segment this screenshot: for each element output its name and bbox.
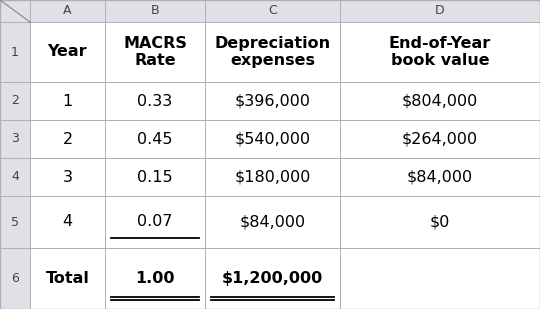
Bar: [105, 120, 205, 158]
Text: 0.45: 0.45: [137, 132, 173, 146]
Bar: [105, 82, 205, 120]
Text: 0.07: 0.07: [137, 214, 173, 230]
Text: 2: 2: [63, 132, 72, 146]
Bar: [205, 158, 340, 196]
Text: $264,000: $264,000: [402, 132, 478, 146]
Text: $180,000: $180,000: [234, 170, 310, 184]
Text: MACRS
Rate: MACRS Rate: [123, 36, 187, 68]
Bar: [30, 158, 105, 196]
Text: C: C: [268, 5, 277, 18]
Bar: [30, 0, 105, 22]
Bar: [0, 196, 30, 248]
Text: $396,000: $396,000: [234, 94, 310, 108]
Bar: [0, 158, 30, 196]
Bar: [30, 248, 105, 309]
Text: A: A: [63, 5, 72, 18]
Bar: [105, 0, 205, 22]
Text: 1: 1: [63, 94, 72, 108]
Text: 4: 4: [11, 171, 19, 184]
Text: 6: 6: [11, 272, 19, 285]
Text: Total: Total: [45, 271, 90, 286]
Text: $84,000: $84,000: [407, 170, 473, 184]
Bar: [0, 120, 30, 158]
Text: 3: 3: [11, 133, 19, 146]
Bar: [340, 158, 540, 196]
Bar: [205, 120, 340, 158]
Text: 3: 3: [63, 170, 72, 184]
Bar: [105, 248, 205, 309]
Text: 4: 4: [63, 214, 72, 230]
Bar: [0, 248, 30, 309]
Bar: [205, 22, 340, 82]
Text: 1: 1: [11, 45, 19, 58]
Text: B: B: [151, 5, 159, 18]
Bar: [340, 82, 540, 120]
Bar: [30, 22, 105, 82]
Bar: [30, 196, 105, 248]
Bar: [105, 158, 205, 196]
Bar: [0, 82, 30, 120]
Bar: [205, 196, 340, 248]
Bar: [105, 196, 205, 248]
Bar: [0, 22, 30, 82]
Text: $540,000: $540,000: [234, 132, 310, 146]
Text: Depreciation
expenses: Depreciation expenses: [214, 36, 330, 68]
Bar: [340, 196, 540, 248]
Bar: [30, 120, 105, 158]
Text: End-of-Year
book value: End-of-Year book value: [389, 36, 491, 68]
Text: 0.33: 0.33: [137, 94, 173, 108]
Bar: [30, 82, 105, 120]
Text: $0: $0: [430, 214, 450, 230]
Text: D: D: [435, 5, 445, 18]
Text: 5: 5: [11, 215, 19, 228]
Bar: [205, 0, 340, 22]
Bar: [340, 248, 540, 309]
Text: 1.00: 1.00: [135, 271, 175, 286]
Bar: [105, 22, 205, 82]
Text: Year: Year: [48, 44, 87, 60]
Bar: [340, 0, 540, 22]
Bar: [340, 120, 540, 158]
Text: $84,000: $84,000: [239, 214, 306, 230]
Bar: [205, 82, 340, 120]
Text: $1,200,000: $1,200,000: [222, 271, 323, 286]
Text: 0.15: 0.15: [137, 170, 173, 184]
Bar: [340, 22, 540, 82]
Text: $804,000: $804,000: [402, 94, 478, 108]
Bar: [205, 248, 340, 309]
Text: 2: 2: [11, 95, 19, 108]
Bar: [0, 0, 30, 22]
